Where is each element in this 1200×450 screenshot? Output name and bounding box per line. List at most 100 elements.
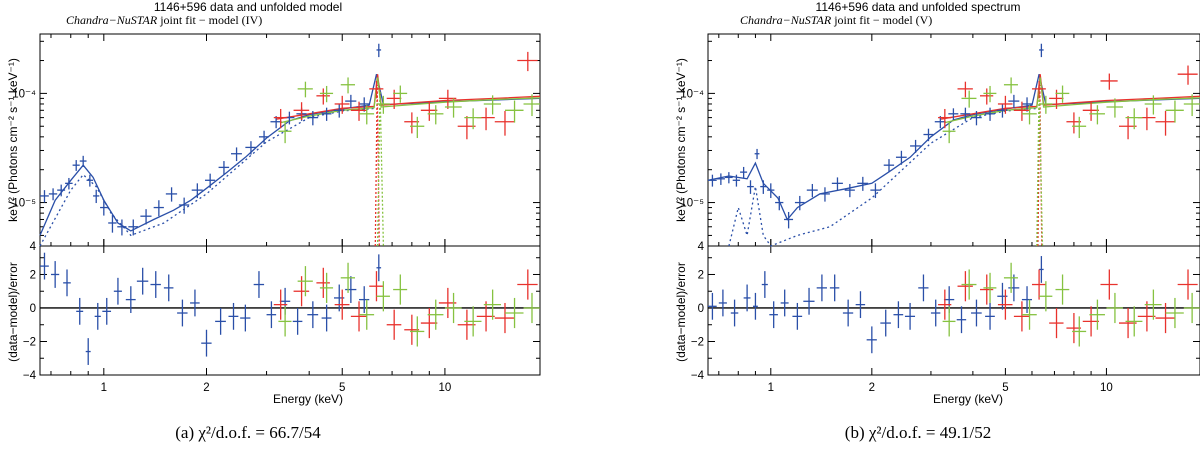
panel-a-chandra-residual-point xyxy=(85,338,91,365)
panel-a-fpma-data-point xyxy=(494,110,515,136)
panel-b-chandra-residual-point xyxy=(803,287,815,315)
panel-a-chandra-residual-point xyxy=(136,267,149,295)
panel-a-ylabel-bottom: (data−model)/error xyxy=(6,262,20,362)
panel-b-chandra-data-point xyxy=(1039,43,1044,58)
panel-b-y-bottom-tick-label: −4 xyxy=(691,370,705,382)
panel-b-fpmb-data-point xyxy=(1003,77,1018,94)
panel-a-chandra-residual-point xyxy=(376,254,382,282)
panel-a-subtitle: Chandra−NuSTAR joint fit − model (IV) xyxy=(66,13,262,27)
panel-a-x-tick-label: 1 xyxy=(101,382,107,394)
panel-a-fpma-model xyxy=(275,74,541,120)
panel-b-chandra-data-point xyxy=(760,180,767,194)
panel-a-chandra-residual-point xyxy=(50,261,60,288)
panel-a-fpmb-data-point xyxy=(523,94,540,117)
panel-b-chandra-data-point xyxy=(754,148,760,160)
panel-a-chandra-residual-point xyxy=(150,271,161,298)
panel-b-chandra-data-point xyxy=(883,159,895,173)
panel-b-chandra-residual-point xyxy=(708,292,717,320)
panel-b-y-top-tick-label: 10⁻⁵ xyxy=(680,198,704,210)
panel-a-chandra-model xyxy=(39,74,541,236)
panel-a-y-top-tick-label: 4 xyxy=(30,241,37,253)
panel-a-chandra-data-point xyxy=(93,189,100,204)
panel-a: 1146+596 data and unfolded model Chandra… xyxy=(6,0,541,442)
panel-a-chandra-data-point xyxy=(345,94,357,109)
panel-a-chandra-residual-point xyxy=(215,307,226,335)
panel-b-chandra-data-point xyxy=(747,180,754,194)
panel-b-chandra-data-point xyxy=(857,176,869,191)
panel-a-fpmb-data-point xyxy=(359,105,375,125)
panel-b-subtitle-rest: joint fit − model (V) xyxy=(831,13,932,27)
panel-a-fpmb-residual-point xyxy=(278,306,292,337)
panel-a-fpma-residual-point xyxy=(476,301,495,332)
panel-b-chandra-data-point xyxy=(724,172,733,184)
panel-a-y-top-tick-label: 10⁻⁴ xyxy=(12,88,36,100)
panel-b-chandra-residual-point xyxy=(780,289,789,317)
panel-a-chandra-data-point xyxy=(321,107,332,121)
panel-a-fpma-residual-point xyxy=(404,314,420,345)
panel-a-chandra-residual-point xyxy=(307,301,319,329)
panel-b-chandra-data-point xyxy=(806,183,818,198)
panel-a-fpma-data-point xyxy=(273,108,288,129)
panel-a-fpma-residual-point xyxy=(494,302,515,334)
panel-b-y-bottom-tick-label: 0 xyxy=(698,303,704,315)
panel-b-fpmb-residual-point xyxy=(1106,292,1123,324)
panel-a-chandra-data-point xyxy=(57,184,66,197)
panel-b-chandra-residual-point xyxy=(792,302,803,330)
panel-b-chandra-data-point xyxy=(819,187,830,202)
panel-b-chandra-data-point xyxy=(1021,97,1032,112)
panel-b-y-top-tick-label: 10⁻⁴ xyxy=(680,88,704,100)
panel-a-fpma-residual-point xyxy=(273,289,288,320)
panel-a-chandra-residual-point xyxy=(266,301,277,329)
panel-b-fpma-data-point xyxy=(1177,65,1198,85)
panel-a-fpma-residual-point xyxy=(350,301,367,332)
panel-b-fpma-data-point xyxy=(1013,101,1030,121)
panel-a-chandra-data-point xyxy=(376,43,382,58)
panel-b-top-frame xyxy=(707,33,1200,247)
panel-b-chandra-data-point xyxy=(971,110,982,126)
panel-b-caption: (b) χ²/d.o.f. = 49.1/52 xyxy=(845,423,991,442)
panel-b-ylabel-bottom: (data−model)/error xyxy=(674,262,688,362)
panel-b-fpma-residual-point xyxy=(938,289,952,320)
panel-b-y-bottom-tick-label: 2 xyxy=(698,269,704,281)
panel-a-chandra-residual-point xyxy=(113,277,122,305)
panel-b-chandra-residual-point xyxy=(1021,286,1032,314)
panel-a-chandra-data-point xyxy=(231,147,242,162)
panel-a-fpmb-data-point xyxy=(483,95,501,115)
panel-a-fpma-data-point xyxy=(404,112,420,134)
panel-a-fpmb-data-point xyxy=(297,81,313,98)
panel-a-chandra-data-point xyxy=(307,110,319,126)
panel-b-fpma-data-point xyxy=(1082,101,1099,121)
panel-b-fpmb-data-point xyxy=(961,90,977,108)
panel-b-fpmb-data-point xyxy=(1183,94,1200,117)
panel-b-chandra-data-point xyxy=(985,107,995,121)
panel-a-fpmb-data-point xyxy=(427,105,444,125)
panel-a-fpma-data-point xyxy=(369,80,384,99)
panel-a-chandra-data-point xyxy=(191,183,203,199)
panel-b-chandra-model xyxy=(707,74,1200,221)
panel-b-chandra-residual-point xyxy=(956,306,967,334)
panel-a-chandra-data-point xyxy=(245,141,257,155)
panel-b-chandra-data-point xyxy=(910,139,921,153)
panel-a-chandra-data-point xyxy=(153,200,164,217)
panel-b-x-tick-label: 1 xyxy=(768,382,774,394)
panel-b-subtitle-italic: Chandra−NuSTAR xyxy=(740,13,832,27)
panel-b-title: 1146+596 data and unfolded spectrum xyxy=(816,0,1021,14)
panel-b-fpma-data-point xyxy=(1155,110,1175,136)
panel-a-fpmb-residual-point xyxy=(523,292,540,324)
panel-b-chandra-data-point xyxy=(784,211,794,229)
panel-b-chandra-residual-point xyxy=(918,274,929,302)
panel-b-fpmb-residual-point xyxy=(1165,297,1184,329)
panel-a-fpmb-residual-point xyxy=(483,289,501,320)
panel-a-chandra-residual-point xyxy=(125,286,136,314)
panel-b-fpmb-residual-point xyxy=(1183,292,1200,324)
panel-a-fpmb-data-point xyxy=(444,98,462,118)
panel-b-fpma-residual-point xyxy=(1013,301,1030,332)
panel-b-fpmb-residual-point xyxy=(1072,316,1087,347)
panel-b-fpma-residual-point xyxy=(957,271,973,302)
panel-b-fpma-data-point xyxy=(1066,112,1082,134)
panel-a-chandra-residual-point xyxy=(253,271,265,298)
panel-a-chandra-residual-point xyxy=(63,269,71,297)
panel-a-fpmb-residual-point xyxy=(359,299,375,330)
panel-b-fpmb-residual-point xyxy=(1021,299,1037,330)
